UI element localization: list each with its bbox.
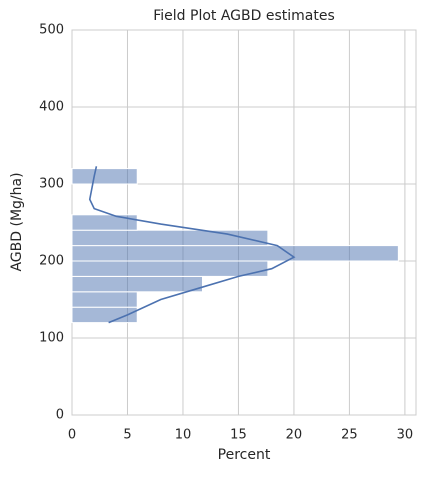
y-tick-label: 200 [39, 254, 64, 269]
bar [71, 245, 399, 262]
x-tick-label: 5 [123, 428, 131, 443]
y-axis-label: AGBD (Mg/ha) [9, 172, 25, 271]
bar [71, 291, 138, 308]
y-tick-label: 300 [39, 177, 64, 192]
y-tick-label: 400 [39, 100, 64, 115]
bar [71, 275, 203, 293]
x-tick-label: 30 [397, 428, 414, 443]
bar [71, 260, 269, 277]
x-tick-label: 15 [230, 428, 247, 443]
y-tick-label: 500 [39, 23, 64, 38]
chart-title: Field Plot AGBD estimates [153, 8, 335, 24]
x-tick-label: 20 [286, 428, 303, 443]
x-axis-label: Percent [218, 447, 271, 463]
x-tick-label: 0 [68, 428, 76, 443]
x-tick-label: 10 [175, 428, 192, 443]
kde-line [88, 166, 296, 324]
bar [71, 214, 138, 231]
x-tick-label: 25 [341, 428, 358, 443]
y-tick-label: 100 [39, 331, 64, 346]
y-tick-label: 0 [56, 408, 64, 423]
bar [71, 168, 138, 185]
bar [71, 229, 269, 247]
